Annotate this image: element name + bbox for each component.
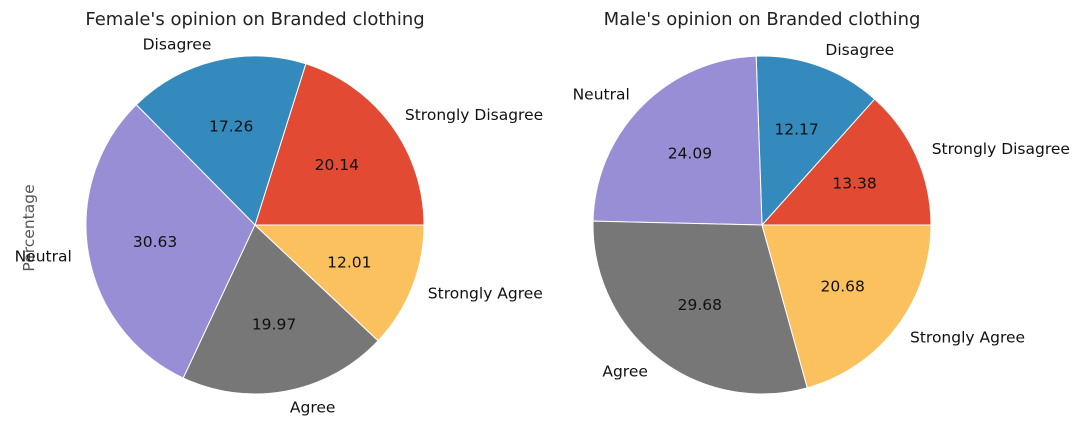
male-category-label-neutral: Neutral — [573, 85, 630, 103]
female-value-label-disagree: 17.26 — [209, 117, 253, 135]
male-value-label-agree: 29.68 — [678, 296, 722, 314]
male-category-label-strongly-agree: Strongly Agree — [910, 329, 1025, 347]
male-pie: 13.38 Strongly Disagree 12.17 Disagree 24.09… — [573, 41, 1070, 395]
male-chart-title: Male's opinion on Branded clothing — [604, 9, 921, 30]
male-value-label-strongly-disagree: 13.38 — [832, 175, 876, 193]
male-category-label-strongly-disagree: Strongly Disagree — [932, 140, 1070, 158]
male-value-label-strongly-agree: 20.68 — [821, 277, 865, 295]
male-slice-neutral — [592, 55, 763, 226]
female-category-label-strongly-agree: Strongly Agree — [428, 285, 543, 303]
male-category-label-disagree: Disagree — [825, 41, 894, 59]
male-slice-strongly-disagree — [760, 98, 932, 226]
female-value-label-strongly-disagree: 20.14 — [315, 156, 359, 174]
female-category-label-strongly-disagree: Strongly Disagree — [405, 106, 543, 124]
female-chart-title: Female's opinion on Branded clothing — [85, 9, 424, 30]
female-slice-agree — [182, 224, 379, 395]
female-slice-neutral — [85, 104, 256, 379]
female-category-label-agree: Agree — [290, 399, 336, 417]
male-slice-strongly-agree — [761, 224, 932, 389]
female-slice-strongly-disagree — [254, 63, 425, 226]
female-value-label-neutral: 30.63 — [133, 233, 177, 251]
male-slice-disagree — [755, 55, 876, 227]
female-pie: 20.14 Strongly Disagree 17.26 Disagree 30.63… — [15, 35, 544, 416]
female-category-label-disagree: Disagree — [143, 35, 212, 53]
male-value-label-neutral: 24.09 — [668, 145, 712, 163]
female-slice-strongly-agree — [253, 224, 425, 342]
male-value-label-disagree: 12.17 — [774, 121, 818, 139]
female-value-label-strongly-agree: 12.01 — [327, 253, 371, 271]
male-slice-agree — [592, 220, 808, 395]
female-ylabel: Percentage — [20, 184, 38, 271]
male-category-label-agree: Agree — [602, 363, 648, 381]
female-value-label-agree: 19.97 — [252, 316, 296, 334]
female-category-label-neutral: Neutral — [15, 248, 72, 266]
female-slice-disagree — [135, 55, 307, 226]
